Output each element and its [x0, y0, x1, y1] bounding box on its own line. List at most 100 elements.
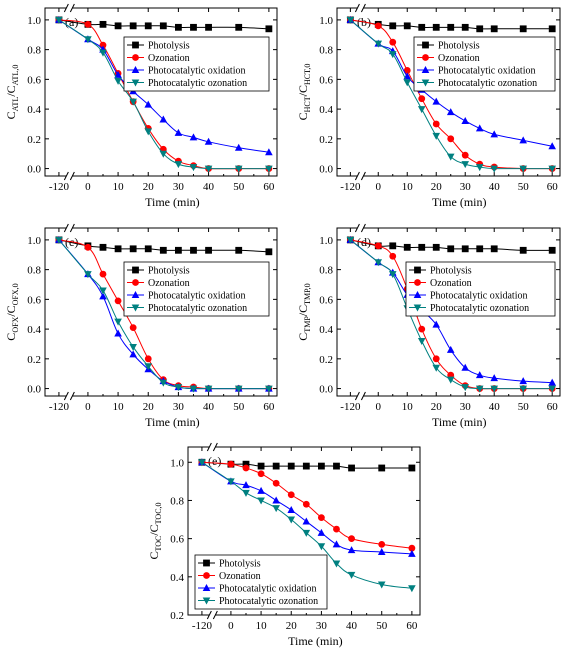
data-point [159, 115, 168, 123]
axis-break-mark [206, 610, 212, 620]
data-point [227, 460, 235, 468]
data-point [265, 385, 273, 393]
axis-break-gap-top [357, 6, 364, 10]
legend-label: Photolysis [148, 266, 190, 277]
data-point [418, 23, 426, 31]
x-tick-label: 40 [203, 401, 215, 413]
axis-break-mark [360, 223, 366, 233]
x-tick-label: 10 [113, 181, 125, 193]
data-point [114, 70, 122, 78]
axis-break-mark [69, 3, 75, 13]
x-tick-label: 20 [143, 181, 155, 193]
legend-label: Photocatalytic oxidation [438, 66, 535, 77]
data-point [189, 133, 198, 141]
data-point [377, 581, 386, 589]
data-point [287, 506, 296, 513]
legend-label: Photolysis [430, 266, 472, 277]
y-tick-label: 0.6 [319, 294, 333, 306]
data-point [99, 287, 107, 295]
data-point [346, 16, 355, 24]
data-point [418, 243, 426, 251]
data-point [174, 161, 183, 169]
y-tick-label: 1.0 [27, 15, 41, 27]
axis-break-gap-top [66, 6, 73, 10]
x-tick-label: 60 [547, 181, 559, 193]
y-axis-label-part: /C [147, 524, 161, 535]
legend-label: Photolysis [438, 41, 480, 52]
data-point [55, 16, 63, 24]
axis-break-gap-bottom [357, 174, 364, 178]
data-point [159, 246, 167, 254]
x-tick-label: 0 [85, 401, 91, 413]
data-point [378, 464, 386, 472]
data-point [476, 25, 484, 33]
y-tick-label: 0.0 [319, 164, 333, 176]
data-point [129, 245, 137, 253]
x-tick-label: 30 [316, 620, 328, 632]
data-point [190, 246, 197, 254]
data-point [159, 379, 168, 387]
axis-break-mark [360, 171, 366, 181]
data-point [447, 135, 455, 143]
axis-break-mark [206, 442, 212, 452]
data-point [461, 161, 470, 169]
data-point [302, 462, 310, 470]
y-tick-label: 0.6 [27, 294, 41, 306]
axis-break-mark [69, 223, 75, 233]
data-point [318, 514, 325, 522]
y-tick-label: 0.8 [319, 265, 333, 277]
series [55, 236, 273, 393]
x-tick-label: -120 [340, 181, 361, 193]
x-tick-label: 20 [431, 401, 443, 413]
chart-panel: -120 0 10 20 30 40 50 60 0.0 0.2 0.4 0.6 0.8 1.0 Time … [296, 3, 561, 209]
legend-label: Photocatalytic oxidation [148, 291, 245, 302]
y-tick-label: 0.2 [319, 134, 333, 146]
y-axis-label-part: /C [296, 305, 310, 316]
x-tick-label: 60 [263, 401, 275, 413]
y-tick-label: 0.0 [319, 384, 333, 396]
data-point [403, 79, 412, 87]
data-point [490, 165, 499, 173]
axis-break-mark [360, 3, 366, 13]
data-point [144, 22, 152, 30]
data-point [408, 544, 416, 552]
data-point [242, 460, 250, 468]
x-tick-label: -120 [340, 401, 361, 413]
data-point [432, 23, 440, 31]
data-point [418, 95, 426, 103]
data-point [114, 22, 122, 30]
data-point [175, 23, 182, 31]
x-tick-label: 40 [489, 401, 501, 413]
data-point [144, 245, 152, 253]
legend-label: Photocatalytic oxidation [219, 584, 316, 595]
legend-marker [413, 291, 422, 298]
x-tick-label: 0 [376, 181, 382, 193]
data-point [235, 246, 243, 254]
data-point [257, 470, 265, 478]
data-point [432, 355, 440, 363]
legend-marker [422, 41, 429, 49]
legend-marker [132, 54, 139, 61]
legend-box [405, 261, 556, 317]
data-point [99, 41, 107, 49]
y-axis-label: COFX/COFX,0 [4, 283, 20, 340]
x-tick-label: 30 [173, 401, 185, 413]
data-point [234, 143, 243, 151]
data-point [84, 271, 92, 279]
data-point [55, 236, 63, 244]
y-axis-label: CHCT/CHCT,0 [296, 64, 312, 121]
x-tick-label: 50 [518, 401, 530, 413]
data-point [175, 246, 182, 254]
data-point [333, 462, 340, 470]
axis-break-mark [360, 391, 366, 401]
y-axis-label: CTOC/CTOC,0 [147, 502, 163, 559]
data-point [204, 165, 213, 173]
x-tick-label: 10 [256, 620, 268, 632]
data-point [347, 571, 356, 579]
legend-marker [132, 279, 139, 286]
y-tick-label: 1.0 [319, 15, 333, 27]
data-point [432, 132, 441, 140]
data-point [242, 489, 250, 497]
plot-frame [336, 7, 561, 177]
data-point [403, 67, 411, 74]
